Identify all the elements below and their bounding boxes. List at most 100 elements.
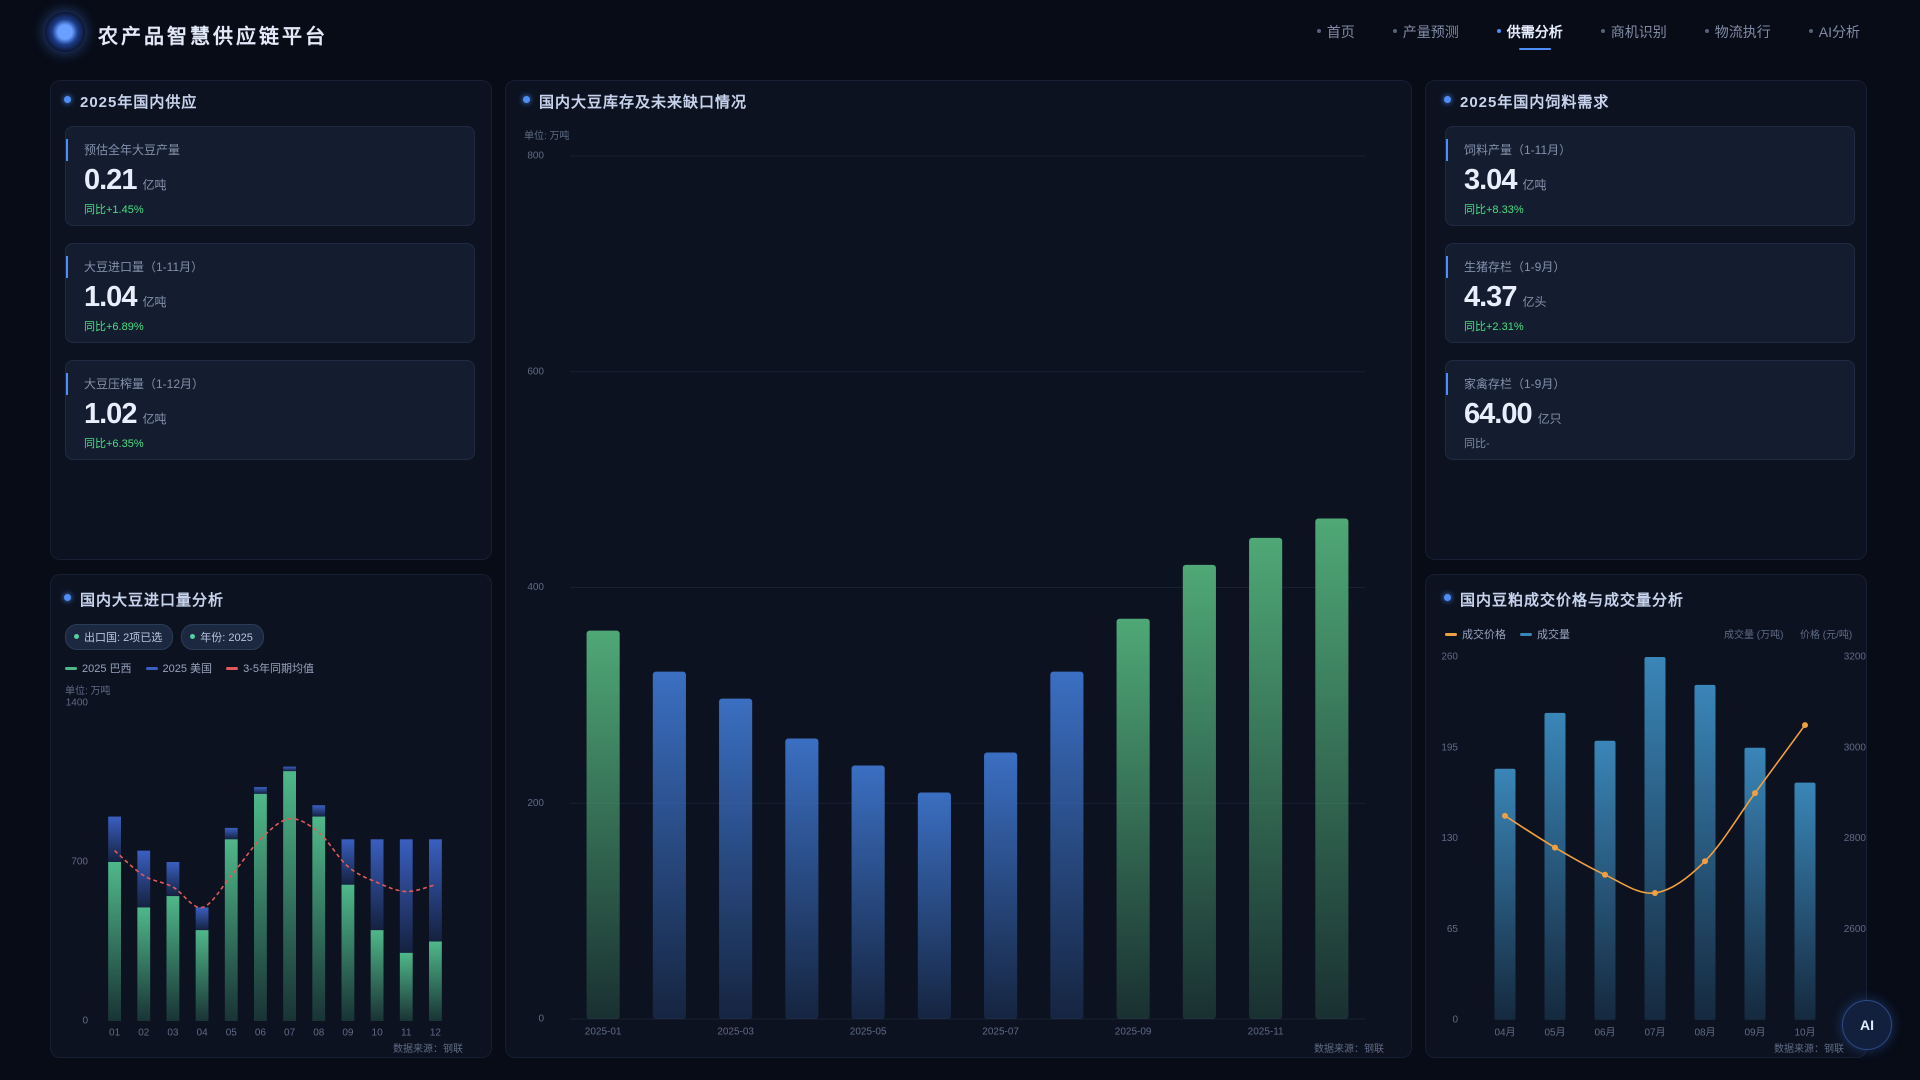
bar-segment	[312, 805, 326, 817]
x-tick-label: 09	[342, 1028, 354, 1039]
bar-segment	[283, 766, 296, 772]
kpi-card: 大豆进口量（1-11月） 1.04 亿吨 同比+6.89%	[65, 243, 475, 343]
line-point	[1602, 871, 1608, 878]
unit-label: 单位: 万吨	[524, 131, 570, 142]
kpi-change: 同比+6.89%	[84, 321, 144, 333]
x-tick-label: 05	[226, 1028, 238, 1039]
x-tick-label: 2025-03	[717, 1027, 754, 1038]
panel-title: 国内大豆进口量分析	[64, 589, 224, 610]
tick-label: 65	[1447, 924, 1459, 935]
y2-axis-title: 价格 (元/吨)	[1800, 630, 1853, 641]
tick-label: 600	[527, 366, 544, 377]
legend-label: 2025 巴西	[82, 663, 132, 675]
nav: 首页 产量预测 供需分析 商机识别 物流执行 AI分析	[1316, 22, 1860, 50]
bar-segment	[224, 839, 238, 1021]
legend: 2025 巴西 2025 美国 3-5年同期均值	[65, 660, 314, 676]
card-list: 饲料产量（1-11月） 3.04 亿吨 同比+8.33% 生猪存栏（1-9月） 4.37 亿…	[1445, 126, 1855, 460]
x-tick-label: 2025-05	[850, 1027, 887, 1038]
kpi-value: 1.04	[84, 281, 137, 313]
kpi-row: 3.04 亿吨	[1464, 164, 1854, 197]
legend: 成交价格 成交量	[1445, 626, 1570, 642]
bar	[1594, 740, 1616, 1020]
line-point	[1702, 858, 1708, 865]
x-tick-label: 09月	[1744, 1027, 1765, 1039]
nav-item[interactable]: 首页	[1316, 22, 1355, 42]
line	[114, 817, 436, 909]
bar	[719, 698, 753, 1019]
x-tick-label: 10月	[1794, 1027, 1815, 1039]
source: 数据来源：钢联	[1774, 1044, 1844, 1055]
tick-label: 2800	[1844, 833, 1867, 844]
x-tick-label: 07月	[1644, 1027, 1665, 1039]
nav-item[interactable]: 商机识别	[1600, 22, 1667, 42]
tick-label: 130	[1441, 833, 1458, 844]
panel-title: 国内大豆库存及未来缺口情况	[523, 91, 747, 112]
bar-segment	[283, 771, 296, 1021]
x-tick-label: 06月	[1594, 1027, 1615, 1039]
nav-item[interactable]: 供需分析	[1496, 22, 1563, 50]
nav-item[interactable]: 产量预测	[1392, 22, 1459, 42]
kpi-unit: 亿吨	[142, 178, 167, 192]
line-point	[1752, 790, 1758, 797]
bar-segment	[108, 816, 121, 862]
legend-swatch	[65, 666, 77, 670]
legend-swatch	[1445, 632, 1457, 636]
x-tick-label: 01	[109, 1028, 121, 1039]
x-tick-label: 2025-09	[1115, 1027, 1152, 1038]
tick-label: 3200	[1844, 652, 1867, 663]
kpi-label: 预估全年大豆产量	[84, 143, 181, 157]
bar-segment	[195, 930, 209, 1021]
x-tick-label: 08	[313, 1028, 325, 1039]
kpi-card: 预估全年大豆产量 0.21 亿吨 同比+1.45%	[65, 126, 475, 226]
x-tick-label: 08月	[1694, 1027, 1715, 1039]
bar-segment	[108, 862, 121, 1021]
bar-segment	[312, 816, 326, 1021]
kpi-unit: 亿吨	[142, 412, 167, 426]
bar-segment	[254, 793, 267, 1021]
kpi-change: 同比+6.35%	[84, 438, 144, 450]
source: 数据来源：钢联	[393, 1044, 463, 1055]
legend-item: 成交量	[1520, 626, 1570, 642]
app-title: 农产品智慧供应链平台	[98, 26, 328, 48]
kpi-value: 64.00	[1464, 398, 1533, 430]
bar	[1694, 684, 1716, 1020]
x-tick-label: 07	[284, 1028, 296, 1039]
bar-segment	[429, 839, 442, 942]
nav-item[interactable]: AI分析	[1808, 22, 1860, 42]
kpi-label: 生猪存栏（1-9月）	[1464, 260, 1566, 274]
tick-label: 1400	[66, 698, 89, 709]
kpi-unit: 亿头	[1522, 295, 1547, 309]
y-axis-title: 成交量 (万吨)	[1724, 630, 1784, 641]
kpi-row: 64.00 亿只	[1464, 398, 1854, 431]
x-tick-label: 2025-01	[585, 1027, 622, 1038]
kpi-card: 生猪存栏（1-9月） 4.37 亿头 同比+2.31%	[1445, 243, 1855, 343]
panel	[50, 574, 492, 1058]
kpi-unit: 亿只	[1537, 412, 1562, 426]
bar	[1744, 747, 1766, 1020]
bar	[1249, 537, 1283, 1019]
ai-button[interactable]: AI	[1842, 1000, 1892, 1050]
kpi-change: 同比+8.33%	[1464, 204, 1524, 216]
kpi-card: 大豆压榨量（1-12月） 1.02 亿吨 同比+6.35%	[65, 360, 475, 460]
nav-item[interactable]: 物流执行	[1704, 22, 1771, 42]
legend-label: 成交量	[1537, 629, 1570, 641]
line-point	[1502, 812, 1508, 819]
kpi-row: 0.21 亿吨	[84, 164, 474, 197]
x-tick-label: 02	[138, 1028, 150, 1039]
kpi-change: 同比-	[1464, 438, 1490, 450]
x-tick-label: 06	[255, 1028, 267, 1039]
bar-segment	[195, 907, 209, 931]
tick-label: 0	[82, 1016, 88, 1027]
x-tick-label: 2025-07	[982, 1027, 1019, 1038]
legend-item: 3-5年同期均值	[226, 660, 314, 676]
bar	[1494, 768, 1516, 1020]
bar-segment	[166, 896, 180, 1021]
bar-segment	[341, 839, 355, 885]
legend-item: 2025 美国	[145, 660, 212, 676]
tick-label: 195	[1441, 742, 1458, 753]
kpi-label: 家禽存栏（1-9月）	[1464, 377, 1566, 391]
kpi-row: 4.37 亿头	[1464, 281, 1854, 314]
kpi-unit: 亿吨	[1522, 178, 1547, 192]
kpi-value: 0.21	[84, 164, 137, 196]
